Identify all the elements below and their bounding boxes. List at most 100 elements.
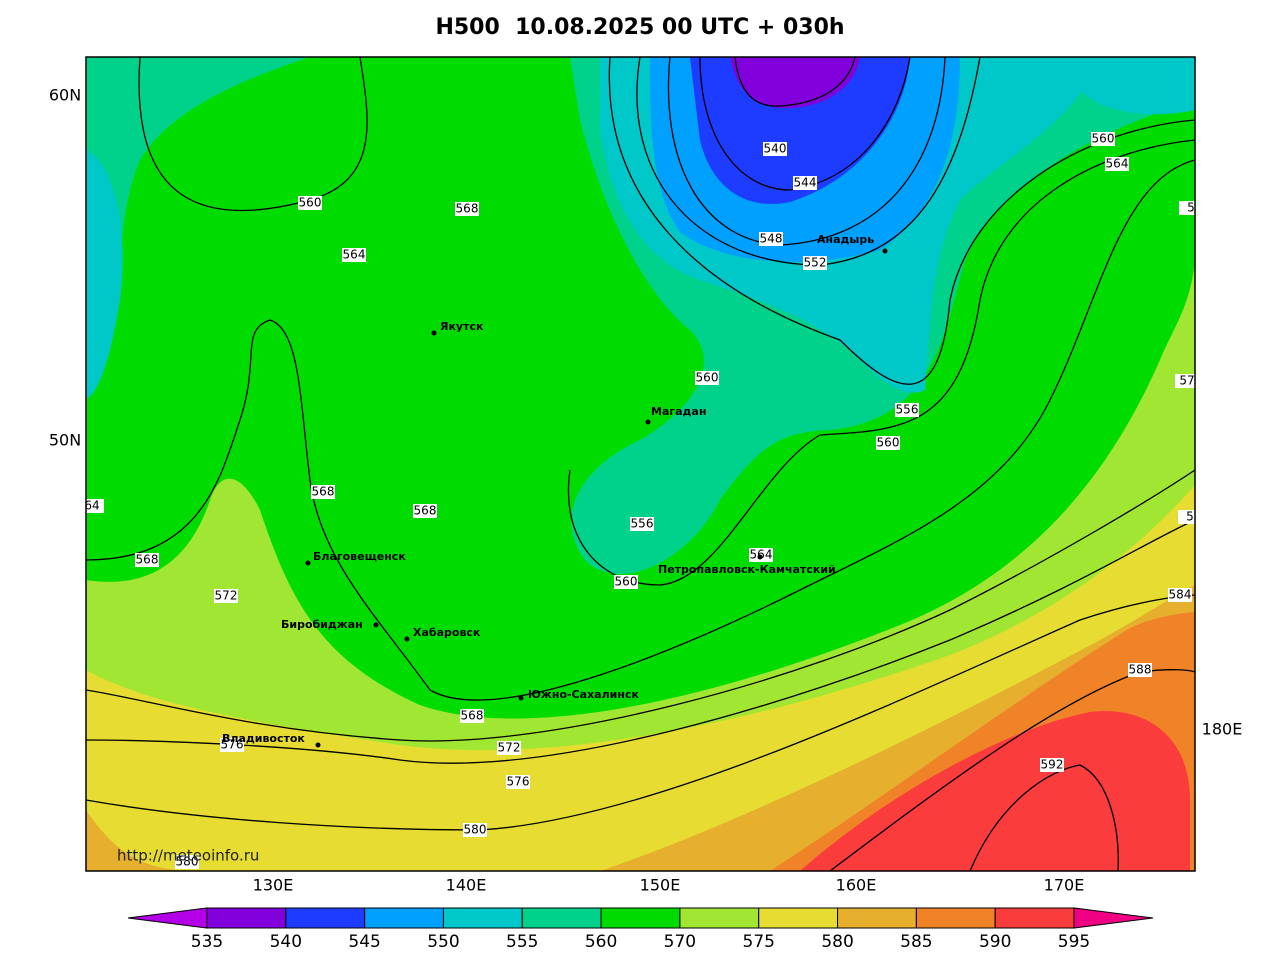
contour-label: 560 bbox=[299, 196, 322, 210]
contour-line bbox=[86, 519, 1195, 764]
title: H500 10.08.2025 00 UTC + 030h bbox=[435, 15, 844, 40]
contour-label: 568 bbox=[456, 202, 479, 216]
label-box bbox=[1091, 132, 1115, 146]
label-box bbox=[763, 142, 787, 156]
colorbar-segment bbox=[837, 907, 917, 929]
contour-label: 560 bbox=[615, 575, 638, 589]
map-frame bbox=[85, 56, 1196, 872]
label-box bbox=[1179, 201, 1195, 215]
colorbar-end bbox=[1073, 907, 1154, 929]
contour-label: 544 bbox=[794, 176, 817, 190]
city-label: Биробиджан bbox=[281, 618, 363, 631]
contour-label: 592 bbox=[1041, 758, 1064, 772]
contour-label: 560 bbox=[696, 371, 719, 385]
city-dot bbox=[882, 248, 888, 254]
colorbar-label: 570 bbox=[664, 932, 696, 952]
city-label: Хабаровск bbox=[413, 626, 481, 639]
contour-line bbox=[138, 57, 368, 212]
colorbar-label: 550 bbox=[427, 932, 459, 952]
colorbar-label: 545 bbox=[348, 932, 380, 952]
lon-label: 160E bbox=[836, 876, 877, 895]
contour-label: 576 bbox=[507, 775, 530, 789]
label-box bbox=[455, 202, 479, 216]
lon-label: 130E bbox=[253, 876, 294, 895]
label-box bbox=[298, 196, 322, 210]
label-box bbox=[214, 589, 238, 603]
lat-label: 60N bbox=[49, 86, 81, 105]
colorbar-label: 535 bbox=[191, 932, 223, 952]
axis-labels: 60N 50N 130E 140E 150E 160E 170E 180E bbox=[49, 86, 1242, 895]
lon-label: 150E bbox=[640, 876, 681, 895]
label-box bbox=[695, 371, 719, 385]
city-label: Якутск bbox=[440, 320, 484, 333]
contour-label: 580 bbox=[464, 823, 487, 837]
contour-label: 564 bbox=[343, 248, 366, 262]
city-label: Благовещенск bbox=[313, 550, 406, 563]
colorbar-label: 560 bbox=[585, 932, 617, 952]
colorbar-label: 555 bbox=[506, 932, 538, 952]
label-box bbox=[175, 855, 199, 869]
city-dot bbox=[404, 636, 410, 642]
label-box bbox=[1178, 510, 1195, 524]
colorbar-segment bbox=[442, 907, 523, 929]
lon-label: 170E bbox=[1044, 876, 1085, 895]
label-box bbox=[1128, 663, 1152, 677]
map: 5605645685405445485525605645605565605685… bbox=[86, 57, 1195, 871]
city-dot bbox=[757, 554, 763, 560]
label-box bbox=[793, 176, 817, 190]
contour-label: 57 bbox=[1179, 374, 1194, 388]
colorbar-label: 590 bbox=[979, 932, 1011, 952]
label-box bbox=[1105, 157, 1129, 171]
label-box bbox=[895, 403, 919, 417]
label-box bbox=[463, 823, 487, 837]
label-box bbox=[759, 232, 783, 246]
lon-label: 180E bbox=[1202, 720, 1243, 739]
source: http://meteoinfo.ru bbox=[117, 847, 259, 865]
contour-label: 552 bbox=[804, 256, 827, 270]
contour-label: 556 bbox=[896, 403, 919, 417]
contour-labels: 5605645685405445485525605645605565605685… bbox=[86, 132, 1195, 869]
contour-label: 560 bbox=[1092, 132, 1115, 146]
colorbar-segment bbox=[679, 907, 760, 929]
city-label: Петропавловск-Камчатский bbox=[658, 563, 836, 576]
field bbox=[1080, 57, 1195, 115]
contour-line bbox=[86, 594, 1195, 831]
contour-label: 564 bbox=[750, 548, 773, 562]
lon-label: 140E bbox=[446, 876, 487, 895]
colorbar: 535 540 545 550 555 560 570 575 580 585 590 595 bbox=[127, 907, 1154, 952]
colorbar-label: 540 bbox=[270, 932, 302, 952]
contour-label: 548 bbox=[760, 232, 783, 246]
contour-label: 588 bbox=[1129, 663, 1152, 677]
contour-label: 568 bbox=[461, 709, 484, 723]
colorbar-label: 595 bbox=[1058, 932, 1090, 952]
label-box bbox=[311, 485, 335, 499]
colorbar-segment bbox=[206, 907, 287, 929]
contour-label: 576 bbox=[221, 738, 244, 752]
label-box bbox=[1040, 758, 1064, 772]
field bbox=[86, 150, 123, 400]
label-box bbox=[497, 741, 521, 755]
contour-label: 584 bbox=[1169, 588, 1192, 602]
colorbar-segment bbox=[285, 907, 366, 929]
field bbox=[800, 711, 1190, 871]
label-box bbox=[86, 499, 104, 513]
city-label: Анадырь bbox=[817, 233, 874, 246]
field bbox=[86, 57, 310, 400]
city-label: Магадан bbox=[651, 405, 706, 418]
city-dot bbox=[645, 419, 651, 425]
contour-line bbox=[86, 159, 1195, 701]
city-label: Южно-Сахалинск bbox=[528, 688, 639, 701]
city-dot bbox=[518, 695, 524, 701]
contour-label: 572 bbox=[498, 741, 521, 755]
field bbox=[730, 57, 860, 109]
field bbox=[690, 57, 910, 204]
contour-label: 556 bbox=[631, 517, 654, 531]
label-box bbox=[803, 256, 827, 270]
contour-line bbox=[969, 764, 1119, 871]
label-box bbox=[1175, 374, 1195, 388]
colorbar-segment bbox=[521, 907, 602, 929]
label-box bbox=[614, 575, 638, 589]
colorbar-segment bbox=[600, 907, 681, 929]
city-dot bbox=[431, 330, 437, 336]
